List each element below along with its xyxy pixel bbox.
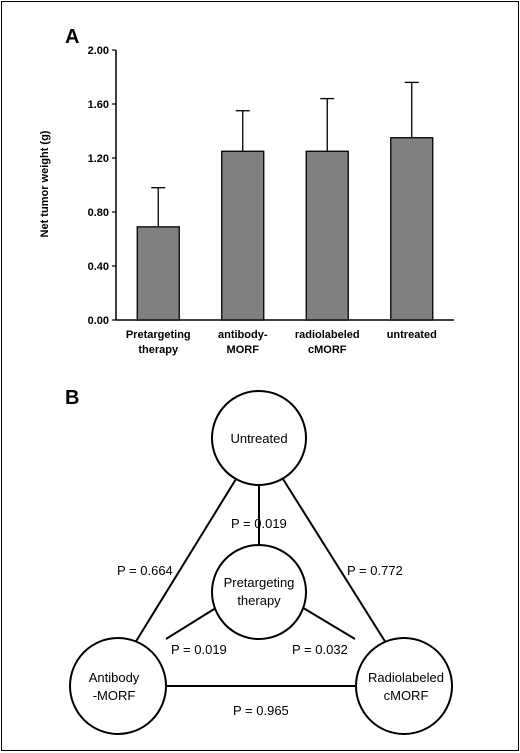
node-pretargeting: Pretargeting therapy (211, 544, 307, 640)
category-label: antibody- (218, 329, 268, 341)
y-tick-label: 2.00 (88, 45, 109, 57)
y-tick-label: 0.40 (88, 261, 109, 273)
category-label: radiolabeled (295, 329, 360, 341)
bar (390, 137, 434, 321)
category-label: therapy (138, 344, 179, 356)
category-labels: Pretargeting therapy antibody- MORF radiolab… (126, 329, 437, 356)
edge-pretargeting-antibody (165, 605, 220, 640)
y-tick-label: 1.20 (88, 153, 109, 165)
node-antibody: Antibody -MORF (69, 637, 167, 735)
edge-untreated-radiolabeled (282, 478, 387, 644)
edge-label-untreated-pretargeting: P = 0.019 (231, 516, 287, 531)
y-tick-label: 0.00 (88, 315, 109, 327)
bar (221, 150, 265, 321)
node-pretargeting-label-line1: Pretargeting (224, 575, 295, 590)
bars (136, 81, 434, 321)
y-axis-label: Net tumor weight (g) (39, 130, 51, 237)
node-radiolabeled: Radiolabeled cMORF (355, 637, 453, 735)
y-ticks: 0.00 0.40 0.80 1.20 1.60 2.00 (88, 45, 116, 327)
category-label: MORF (227, 344, 260, 356)
y-tick-label: 1.60 (88, 99, 109, 111)
category-label: untreated (387, 329, 437, 341)
category-label: cMORF (308, 344, 347, 356)
edge-label-untreated-radiolabeled: P = 0.772 (347, 563, 403, 578)
bar (136, 226, 180, 321)
y-tick-label: 0.80 (88, 207, 109, 219)
edge-label-antibody-radiolabeled: P = 0.965 (233, 703, 289, 718)
node-antibody-label-line2: -MORF (93, 688, 136, 703)
node-radiolabeled-label-line1: Radiolabeled (368, 670, 444, 685)
panel-b-label: B (65, 387, 79, 409)
node-untreated-label: Untreated (230, 431, 287, 446)
edge-label-pretargeting-radiolabeled: P = 0.032 (292, 642, 348, 657)
panel-a-label: A (65, 26, 79, 48)
bar (305, 150, 349, 321)
node-untreated: Untreated (211, 390, 307, 486)
edge-label-pretargeting-antibody: P = 0.019 (171, 642, 227, 657)
bar-chart: 0.00 0.40 0.80 1.20 1.60 2.00 Pretargeting the… (39, 45, 454, 356)
node-antibody-label-line1: Antibody (89, 670, 140, 685)
edge-pretargeting-radiolabeled (299, 605, 356, 640)
edge-untreated-antibody (134, 478, 237, 644)
edge-label-untreated-antibody: P = 0.664 (117, 563, 173, 578)
significance-diagram: Untreated Pretargeting therapy Antibody … (69, 390, 453, 735)
node-pretargeting-label-line2: therapy (237, 593, 281, 608)
node-radiolabeled-label-line2: cMORF (384, 688, 429, 703)
category-label: Pretargeting (126, 329, 191, 341)
